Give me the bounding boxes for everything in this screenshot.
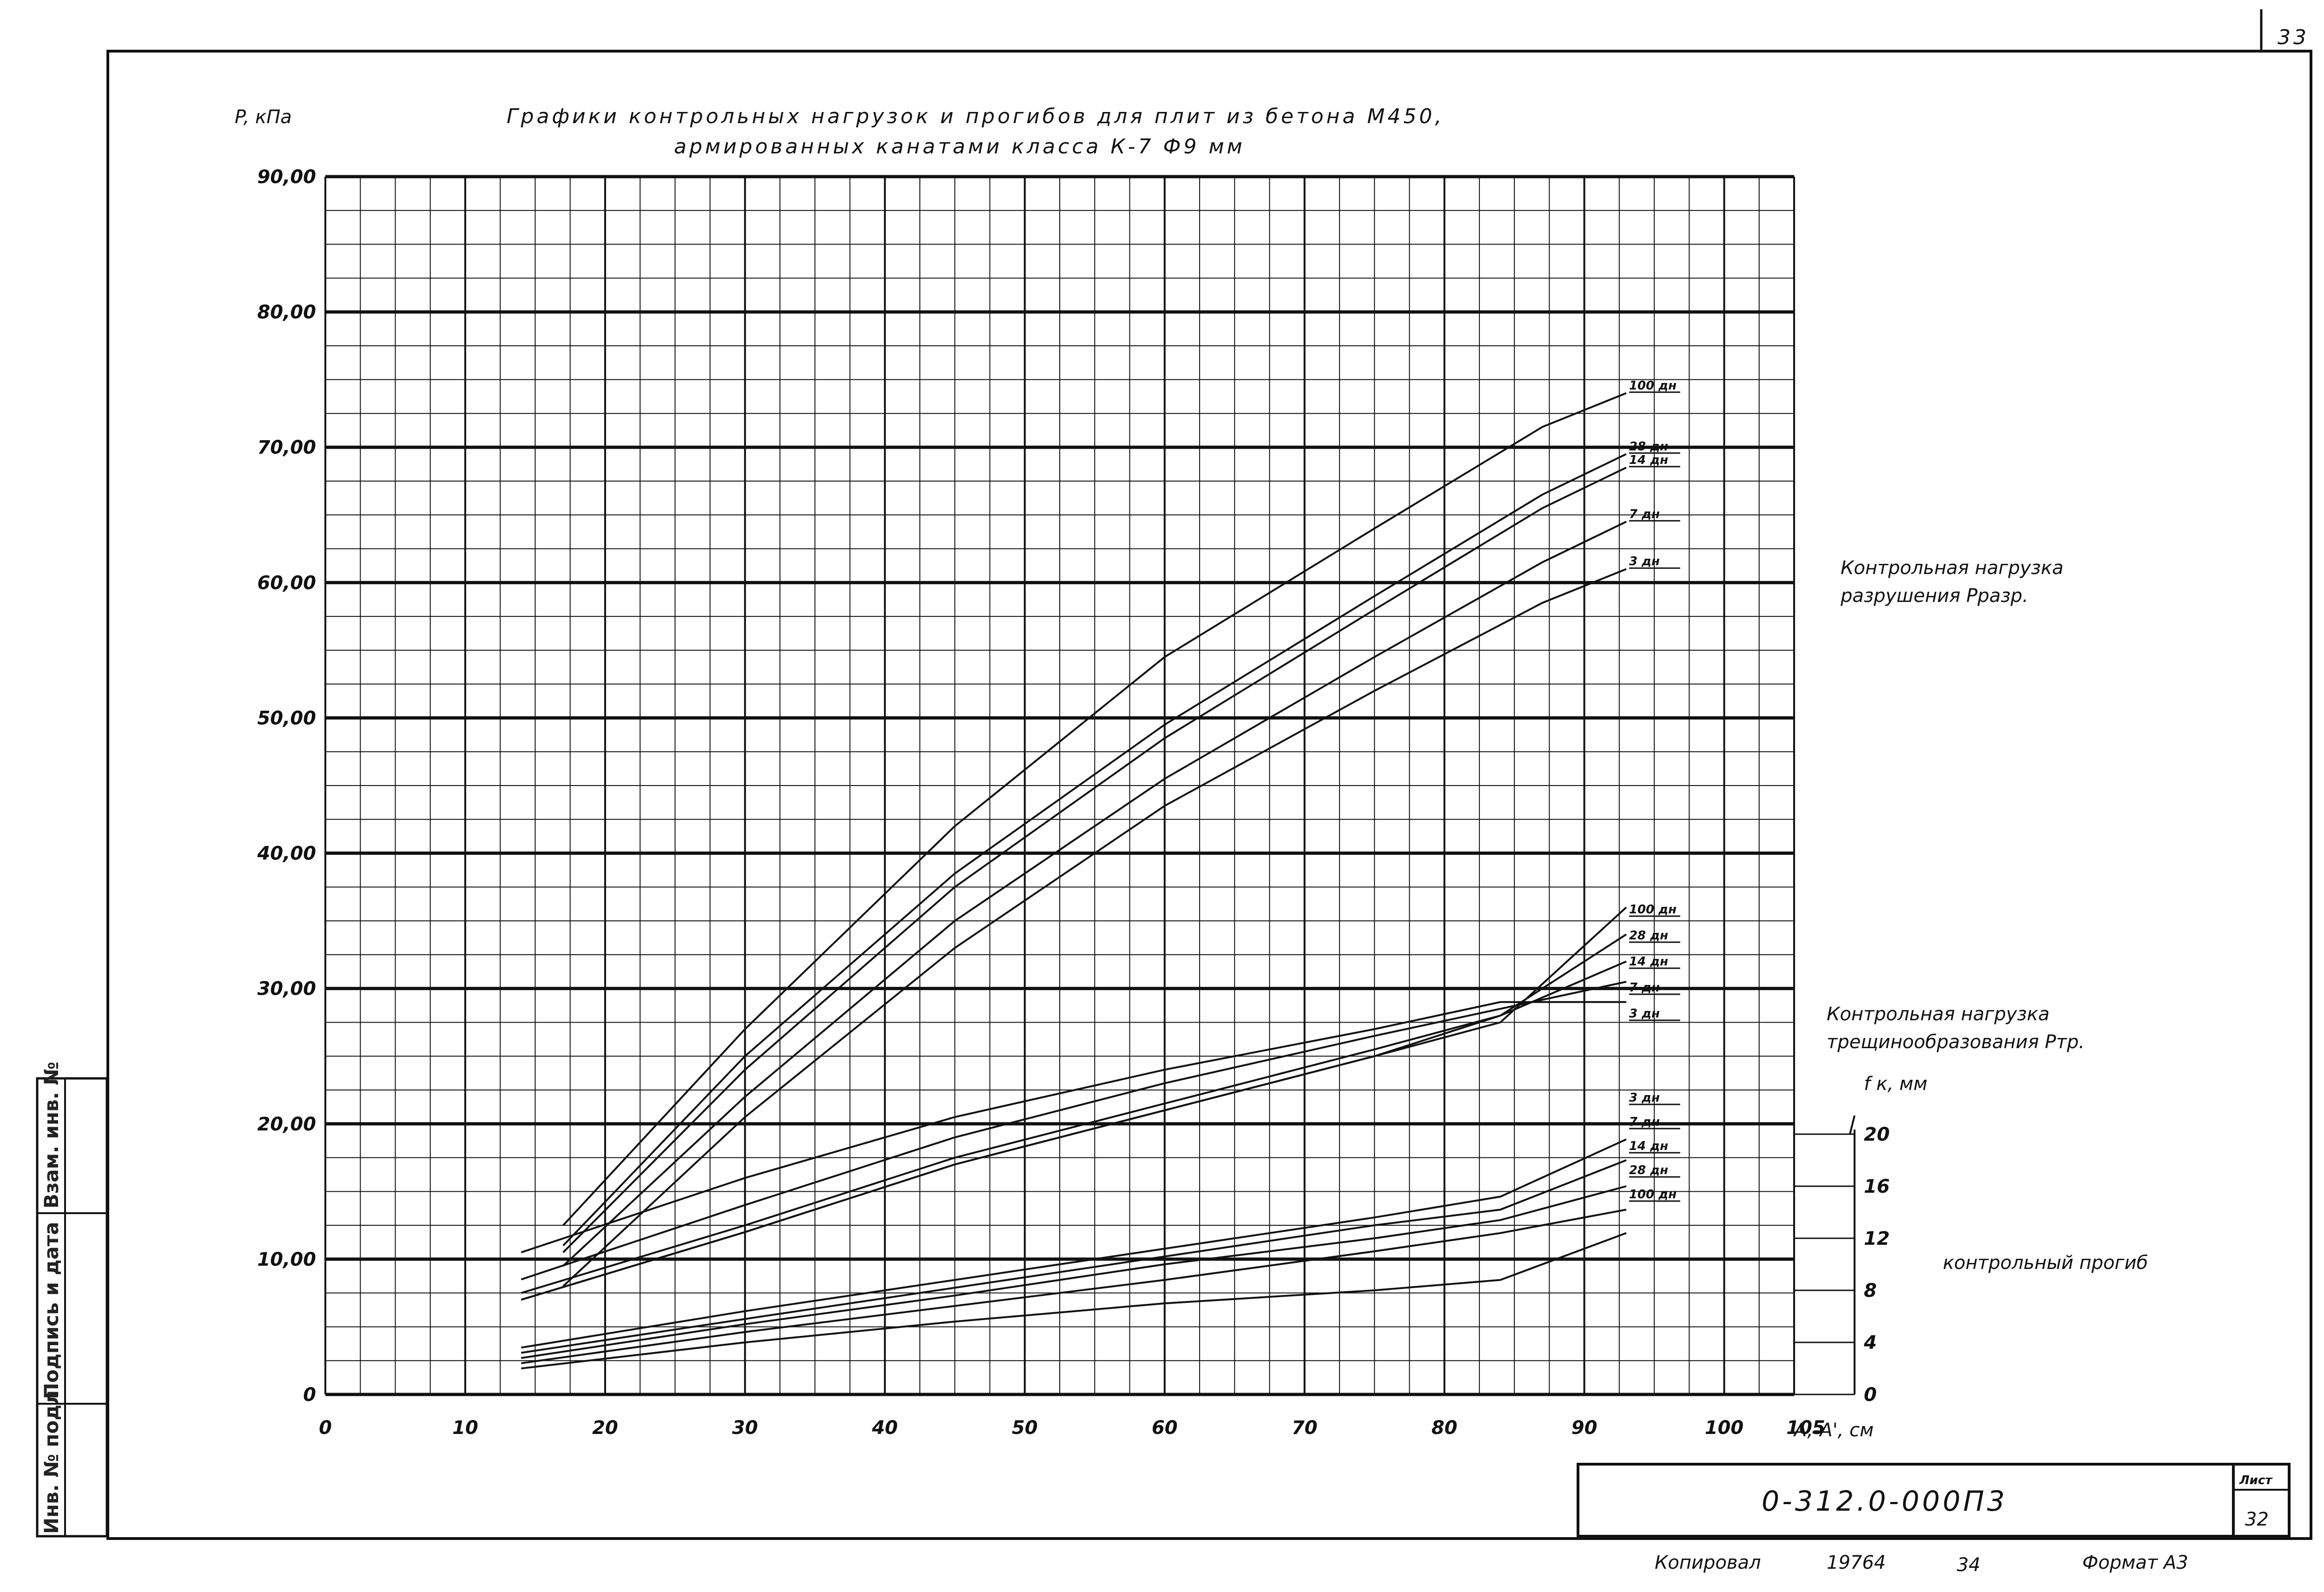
x-tick-label: 20 <box>592 1417 618 1439</box>
series-label: 14 дн <box>1629 1139 1668 1153</box>
x-tick-label: 90 <box>1571 1417 1598 1439</box>
series-label: 14 дн <box>1629 453 1668 467</box>
deflection-label: контрольный прогиб <box>1943 1252 2148 1274</box>
x-tick-label: 40 <box>872 1417 898 1439</box>
chart-grid <box>324 175 1795 1396</box>
chart-title-line1: Графики контрольных нагрузок и прогибов … <box>507 105 1444 128</box>
side-inv-no: Инв. № подл. <box>40 1383 63 1534</box>
y-tick-label: 50,00 <box>257 707 316 729</box>
series-label: 7 дн <box>1629 981 1660 995</box>
series-label: 100 дн <box>1629 903 1677 917</box>
series-line <box>562 467 1627 1253</box>
series-line <box>562 453 1627 1247</box>
y-axis-label: P, кПа <box>235 106 292 128</box>
series-line <box>562 568 1627 1287</box>
crack-load-label-2: трещинообразования Ртр. <box>1827 1031 2085 1053</box>
y-tick-label: 90,00 <box>257 166 316 188</box>
series-label: 100 дн <box>1629 1188 1677 1202</box>
series-label: 3 дн <box>1629 1007 1660 1021</box>
crack-load-label-1: Контрольная нагрузка <box>1827 1004 2049 1025</box>
y2-tick-label: 0 <box>1864 1384 1877 1406</box>
title-stamp: 0-312.0-000П3 Лист 32 Копировал 19764 34… <box>1577 1463 2291 1576</box>
x-axis-label: A,-A', см <box>1793 1420 1874 1441</box>
copy-page: 34 <box>1957 1554 1981 1576</box>
y-tick-label: 60,00 <box>257 572 316 594</box>
series-line <box>521 1209 1627 1364</box>
series-line <box>521 1138 1627 1349</box>
y-tick-label: 0 <box>303 1384 316 1406</box>
document-code: 0-312.0-000П3 <box>1762 1485 2007 1518</box>
series-label: 3 дн <box>1629 1091 1660 1105</box>
series-label: 100 дн <box>1629 379 1677 393</box>
x-tick-label: 50 <box>1012 1417 1038 1439</box>
series-label: 28 дн <box>1629 929 1668 943</box>
deflection-scale <box>1794 1115 1855 1395</box>
x-tick-label: 105 <box>1786 1417 1825 1439</box>
y-tick-label: 80,00 <box>257 302 316 323</box>
y2-tick-label: 4 <box>1863 1332 1877 1354</box>
y-tick-label: 70,00 <box>257 437 316 458</box>
series-line <box>521 981 1627 1281</box>
y2-axis-arrow <box>1849 1115 1855 1135</box>
break-load-label-2: разрушения Рразр. <box>1840 585 2028 607</box>
y-tick-label: 40,00 <box>257 843 316 865</box>
series-label: 14 дн <box>1629 955 1668 969</box>
y2-axis-label: f к, мм <box>1864 1073 1928 1095</box>
page-border <box>106 50 2312 1540</box>
x-tick-label: 80 <box>1432 1417 1458 1439</box>
side-signature-date: Подпись и дата <box>40 1222 63 1399</box>
series-label: 7 дн <box>1629 507 1660 521</box>
chart-title-line2: армированных канатами класса К-7 Ф9 мм <box>674 135 1245 159</box>
x-tick-label: 100 <box>1705 1417 1744 1439</box>
y-tick-label: 20,00 <box>257 1114 316 1135</box>
series-line <box>521 1185 1627 1359</box>
page-number: 33 <box>2278 26 2309 49</box>
x-tick-label: 30 <box>732 1417 758 1439</box>
series-label: 7 дн <box>1629 1115 1660 1129</box>
y2-tick-label: 12 <box>1864 1228 1890 1249</box>
series-line <box>521 1232 1627 1369</box>
series-label: 28 дн <box>1629 1163 1668 1177</box>
side-approval-table: Инв. № подл. Подпись и дата Взам. инв. № <box>36 1062 108 1538</box>
y-tick-label: 10,00 <box>257 1249 316 1270</box>
sheet-label: Лист <box>2239 1473 2273 1487</box>
sheet-number: 32 <box>2245 1509 2269 1530</box>
y2-tick-label: 20 <box>1864 1124 1890 1145</box>
y2-tick-label: 16 <box>1864 1176 1890 1197</box>
y2-tick-label: 8 <box>1864 1280 1877 1301</box>
series-line <box>562 392 1627 1226</box>
axis-ticks: 0 10,00 20,00 30,00 40,00 50,00 60,00 70,00 80,0… <box>257 166 1889 1439</box>
x-tick-label: 10 <box>452 1417 478 1439</box>
side-replace-inv: Взам. инв. № <box>40 1062 63 1209</box>
series-line <box>521 1001 1626 1254</box>
series-label: 28 дн <box>1629 440 1668 454</box>
copy-number: 19764 <box>1827 1552 1886 1573</box>
x-tick-label: 70 <box>1292 1417 1318 1439</box>
y-tick-label: 30,00 <box>257 978 316 1000</box>
series-line <box>521 1159 1627 1354</box>
series-line <box>521 906 1627 1301</box>
paper-format: Формат А3 <box>2082 1552 2188 1573</box>
copied-by-label: Копировал <box>1655 1552 1761 1573</box>
break-load-label-1: Контрольная нагрузка <box>1841 557 2063 579</box>
series-line <box>521 960 1627 1294</box>
series-label: 3 дн <box>1629 555 1660 568</box>
x-tick-label: 0 <box>319 1417 332 1439</box>
x-tick-label: 60 <box>1152 1417 1178 1439</box>
series-line <box>562 521 1627 1267</box>
